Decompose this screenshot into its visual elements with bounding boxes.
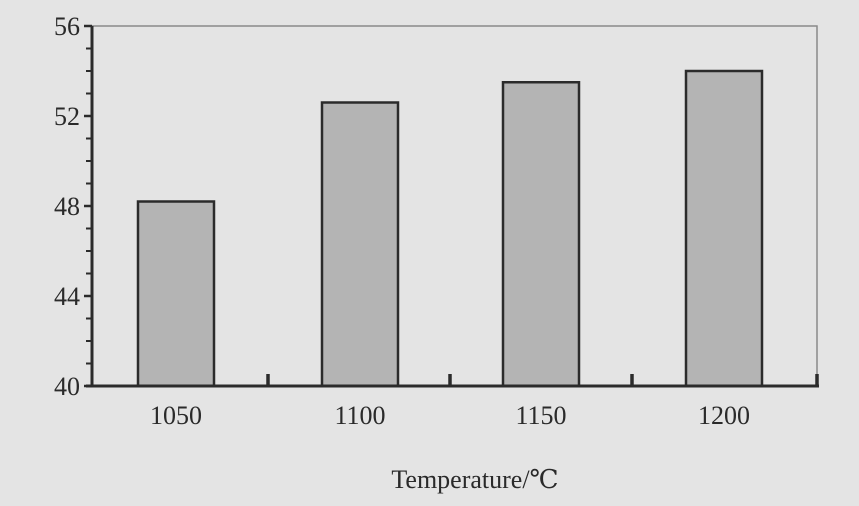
y-tick-label: 52: [54, 102, 80, 131]
y-tick-label: 48: [54, 192, 80, 221]
x-tick-label: 1050: [150, 401, 202, 430]
y-tick-label: 56: [54, 12, 80, 41]
x-tick-label: 1200: [698, 401, 750, 430]
bars: [136, 69, 764, 388]
y-tick-label: 44: [54, 282, 80, 311]
x-tick-label: 1100: [334, 401, 385, 430]
x-tick-label: 1150: [515, 401, 566, 430]
bar-1150: [501, 81, 581, 388]
y-tick-label: 40: [54, 372, 80, 401]
bar-1100: [320, 101, 400, 388]
x-axis-title: Temperature/℃: [391, 465, 558, 494]
x-axis-ticks: 1050 1100 1150 1200: [150, 374, 819, 430]
bar-1050: [136, 200, 216, 388]
y-axis-ticks: 40 44 48 52 56: [54, 12, 92, 401]
bar-1200: [684, 69, 764, 388]
